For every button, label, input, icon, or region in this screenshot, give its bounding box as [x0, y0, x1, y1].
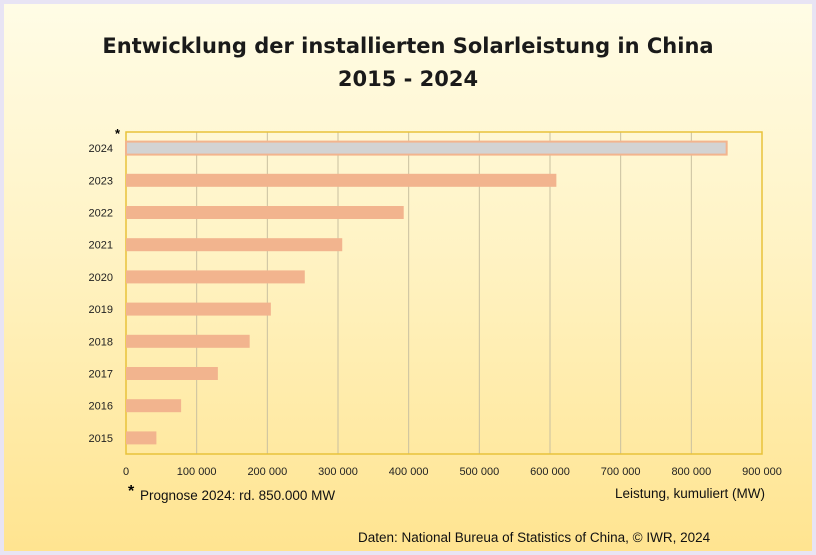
- x-tick-label: 900 000: [742, 466, 782, 478]
- y-tick-label: 2020: [89, 272, 113, 284]
- bar-2020: [126, 270, 305, 284]
- x-tick-label: 100 000: [177, 466, 217, 478]
- y-tick-label: 2023: [89, 175, 113, 187]
- bar-2015: [126, 431, 157, 445]
- x-tick-label: 0: [123, 466, 129, 478]
- y-tick-label: 2019: [89, 304, 113, 316]
- x-tick-label: 300 000: [318, 466, 358, 478]
- y-tick-label: 2022: [89, 208, 113, 220]
- y-tick-label: 2021: [89, 240, 113, 252]
- bar-2018: [126, 334, 250, 348]
- x-tick-label: 600 000: [530, 466, 570, 478]
- y-tick-label: 2016: [89, 401, 113, 413]
- y-tick-label: 2015: [89, 433, 113, 445]
- chart-title: Entwicklung der installierten Solarleist…: [102, 34, 714, 58]
- x-tick-label: 800 000: [671, 466, 711, 478]
- x-tick-label: 700 000: [601, 466, 641, 478]
- x-tick-label: 500 000: [459, 466, 499, 478]
- bar-2016: [126, 399, 182, 413]
- source-note: Daten: National Bureua of Statistics of …: [358, 530, 711, 545]
- plot-area: [125, 131, 763, 455]
- bar-2017: [126, 367, 218, 380]
- x-tick-label: 400 000: [389, 466, 429, 478]
- y-tick-label: 2017: [89, 369, 113, 381]
- bar-2021: [126, 238, 343, 252]
- footnote: Prognose 2024: rd. 850.000 MW: [140, 488, 336, 503]
- forecast-marker: *: [115, 126, 121, 141]
- bar-2024: [125, 140, 728, 156]
- y-tick-label: 2024: [89, 143, 113, 155]
- chart-subtitle: 2015 - 2024: [337, 67, 479, 91]
- footnote-marker: *: [128, 483, 135, 500]
- y-tick-label: 2018: [89, 336, 113, 348]
- x-tick-label: 200 000: [247, 466, 287, 478]
- bar-2022: [126, 206, 404, 219]
- bar-2023: [126, 173, 557, 187]
- x-axis-title: Leistung, kumuliert (MW): [615, 486, 765, 501]
- bar-2019: [126, 302, 271, 316]
